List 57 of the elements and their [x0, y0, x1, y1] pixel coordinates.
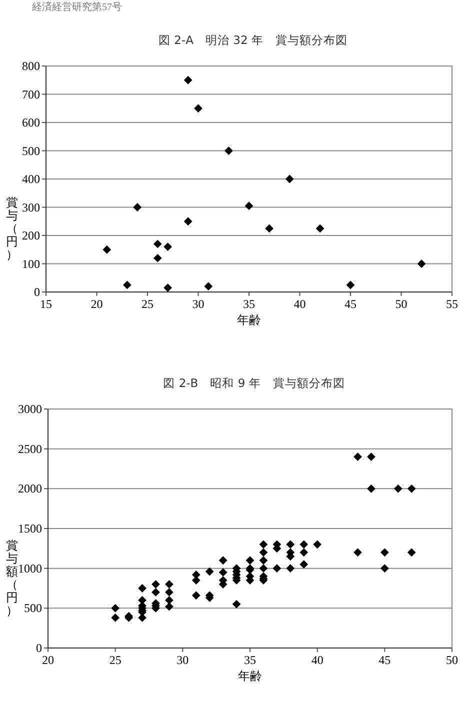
point: [224, 146, 233, 155]
point: [184, 76, 192, 84]
y-tick-label: 2000: [18, 482, 42, 496]
y-tick-label: 300: [22, 200, 40, 214]
point: [153, 240, 162, 248]
y-tick-label: 3000: [18, 402, 42, 416]
x-tick-label: 25: [109, 653, 122, 667]
y-tick-label: 500: [22, 144, 40, 158]
point: [285, 174, 294, 184]
point: [123, 280, 132, 290]
y-tick-label: 700: [22, 87, 40, 102]
x-tick-label: 45: [378, 653, 391, 667]
x-tick-label: 35: [244, 653, 256, 667]
y-tick-label: 400: [22, 172, 40, 186]
point: [346, 280, 355, 290]
y-tick-label: 600: [22, 116, 40, 130]
point: [244, 202, 254, 210]
x-axis-title: 年齢: [237, 313, 261, 327]
chart-title: 図 2-B 昭和 9 年 賞与額分布図: [163, 376, 345, 390]
chart-title: 図 2-A 明治 32 年 賞与額分布図: [158, 33, 348, 47]
text: 経済経営研究第57号: [31, 1, 122, 13]
y-tick-label: 800: [22, 59, 40, 73]
x-tick-label: 50: [446, 653, 458, 667]
x-tick-label: 20: [42, 653, 54, 667]
y-tick-label: 1000: [18, 561, 42, 576]
point: [102, 245, 112, 254]
y-axis-title: 賞与（円）: [6, 196, 18, 262]
y-tick-label: 100: [22, 256, 40, 271]
x-axis-title: 年齢: [238, 669, 262, 683]
x-tick-label: 30: [192, 297, 204, 311]
y-axis-title: 賞与額（円）: [6, 538, 18, 618]
point: [133, 203, 142, 212]
x-tick-label: 40: [311, 653, 324, 667]
x-tick-label: 15: [40, 297, 52, 311]
point: [164, 242, 172, 251]
x-tick-label: 55: [446, 297, 458, 311]
point: [316, 224, 324, 233]
x-tick-label: 20: [90, 297, 103, 311]
x-tick-label: 25: [142, 297, 154, 311]
x-tick-label: 45: [344, 297, 356, 311]
point: [184, 217, 192, 226]
point: [164, 284, 172, 292]
y-tick-label: 1500: [18, 522, 42, 536]
point: [153, 254, 162, 262]
point: [194, 104, 202, 113]
y-tick-label: 0: [36, 641, 42, 655]
y-tick-label: 500: [24, 601, 42, 616]
x-tick-label: 40: [294, 297, 306, 311]
x-tick-label: 30: [176, 653, 189, 667]
point: [265, 224, 274, 233]
x-tick-label: 35: [243, 297, 255, 311]
point: [417, 260, 426, 268]
y-tick-label: 200: [22, 228, 40, 242]
point: [204, 282, 213, 291]
y-tick-label: 0: [34, 285, 40, 299]
y-tick-label: 2500: [18, 442, 42, 456]
x-tick-label: 50: [395, 297, 408, 311]
